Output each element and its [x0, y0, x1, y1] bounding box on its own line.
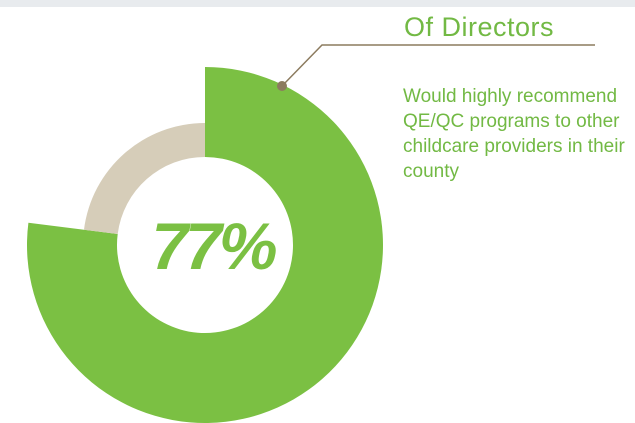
donut-segment — [83, 123, 205, 234]
annotation: Would highly recommend QE/QC programs to… — [403, 86, 625, 182]
donut-segment — [26, 67, 383, 423]
center-value-label: 77% — [151, 209, 275, 283]
leader-dot — [277, 81, 287, 91]
chart-title: Of Directors — [404, 12, 555, 42]
top-bar — [0, 0, 635, 7]
leader-line — [281, 44, 595, 87]
